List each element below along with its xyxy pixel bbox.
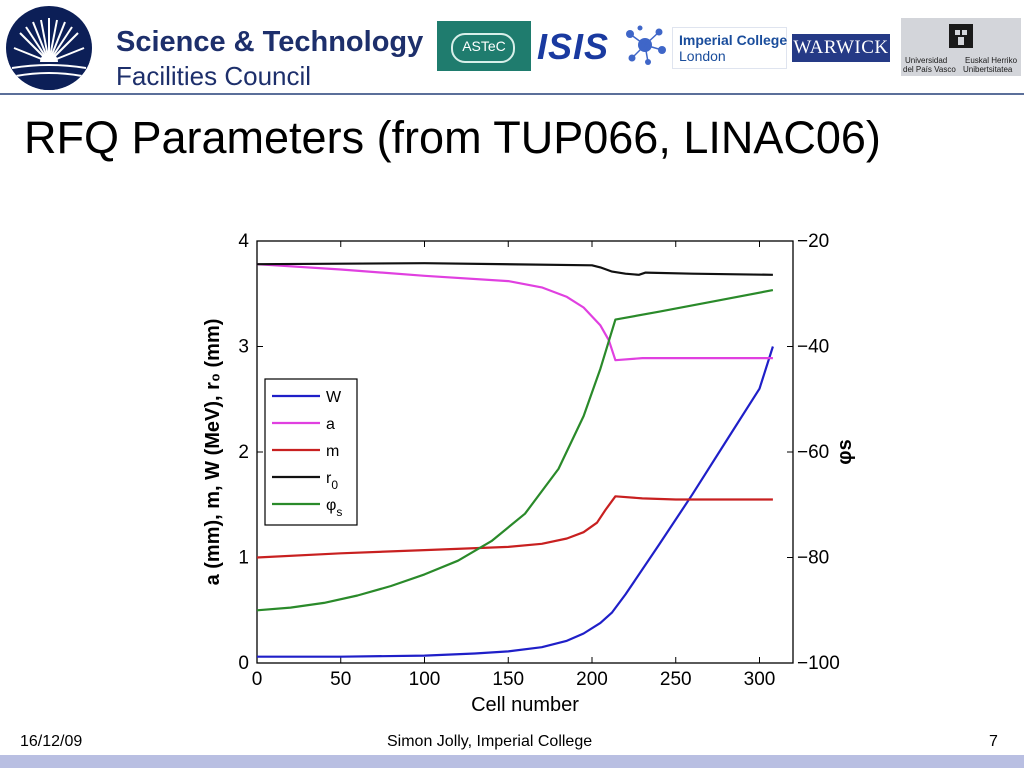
legend-label: m: [326, 443, 339, 460]
x-axis-label: Cell number: [471, 694, 579, 716]
y2-tick-label: −100: [797, 653, 840, 674]
astec-logo-text: ASTeC: [462, 38, 506, 54]
stfc-sunburst-logo: [6, 6, 92, 90]
y-axis-label: a (mm), m, W (MeV), r₀ (mm): [202, 319, 224, 586]
stfc-name-line1: Science & Technology: [116, 26, 424, 58]
legend-label: φs: [326, 497, 342, 519]
x-tick-label: 100: [409, 669, 441, 690]
imperial-logo-line2: London: [679, 48, 726, 64]
astec-ring-shape: [451, 33, 515, 63]
y2-tick-label: −60: [797, 442, 829, 463]
ehu-text-eu-1: Euskal Herriko: [965, 56, 1018, 65]
ehu-logo: Universidad del País Vasco Euskal Herrik…: [901, 18, 1021, 76]
series-line-s: [256, 289, 774, 612]
warwick-logo: WARWICK: [792, 34, 890, 62]
y-tick-label: 0: [238, 653, 249, 674]
isis-logo-text: ISIS: [537, 26, 610, 67]
y-tick-label: 3: [238, 337, 249, 358]
footer-bar: [0, 755, 1024, 768]
legend-label: W: [326, 389, 342, 406]
y-tick-label: 4: [238, 231, 249, 252]
x-tick-label: 50: [330, 669, 351, 690]
slide-title: RFQ Parameters (from TUP066, LINAC06): [24, 112, 881, 163]
ehu-text-es-1: Universidad: [905, 56, 948, 65]
y2-tick-label: −20: [797, 231, 829, 252]
astec-logo: ASTeC: [437, 21, 531, 71]
ehu-text-es-2: del País Vasco: [903, 65, 956, 74]
series-line-r0: [256, 262, 773, 276]
series-line-m: [256, 495, 773, 559]
footer-author: Simon Jolly, Imperial College: [387, 733, 593, 750]
x-tick-label: 150: [492, 669, 524, 690]
ehu-text-eu-2: Unibertsitatea: [963, 65, 1013, 74]
chart-legend: Wam r0 φs: [264, 378, 358, 526]
series-line-W: [257, 346, 774, 658]
header-divider: [0, 93, 1024, 95]
y2-tick-label: −80: [797, 548, 829, 569]
imperial-college-logo: Imperial College London: [672, 27, 787, 69]
y-tick-label: 2: [238, 442, 249, 463]
legend-label: r0: [326, 470, 338, 492]
ehu-seal-icon: [949, 24, 973, 48]
chart-axes: 0 50 100 150 200 250 300 0 1 2 3 4 −100 −80 −60 −40 −20 C…: [202, 231, 856, 716]
x-tick-label: 200: [576, 669, 608, 690]
footer-page-number: 7: [989, 733, 998, 750]
y2-axis-label: φs: [834, 439, 856, 464]
footer-date: 16/12/09: [20, 733, 83, 750]
series-line-a: [256, 263, 773, 362]
y2-tick-label: −40: [797, 337, 829, 358]
isis-molecule-icon: [622, 22, 668, 68]
logo-header: Science & Technology Facilities Council …: [0, 0, 1024, 93]
x-tick-label: 300: [744, 669, 776, 690]
x-tick-label: 0: [252, 669, 263, 690]
legend-box: [264, 378, 358, 526]
rfq-parameters-chart: 0 50 100 150 200 250 300 0 1 2 3 4 −100 −80 −60 −40 −20 C…: [202, 231, 856, 716]
legend-label: a: [326, 416, 335, 433]
y-tick-label: 1: [238, 548, 249, 569]
chart-series-lines: [256, 262, 774, 658]
imperial-logo-line1: Imperial College: [679, 32, 788, 48]
stfc-name-line2: Facilities Council: [116, 61, 312, 91]
x-tick-label: 250: [660, 669, 692, 690]
